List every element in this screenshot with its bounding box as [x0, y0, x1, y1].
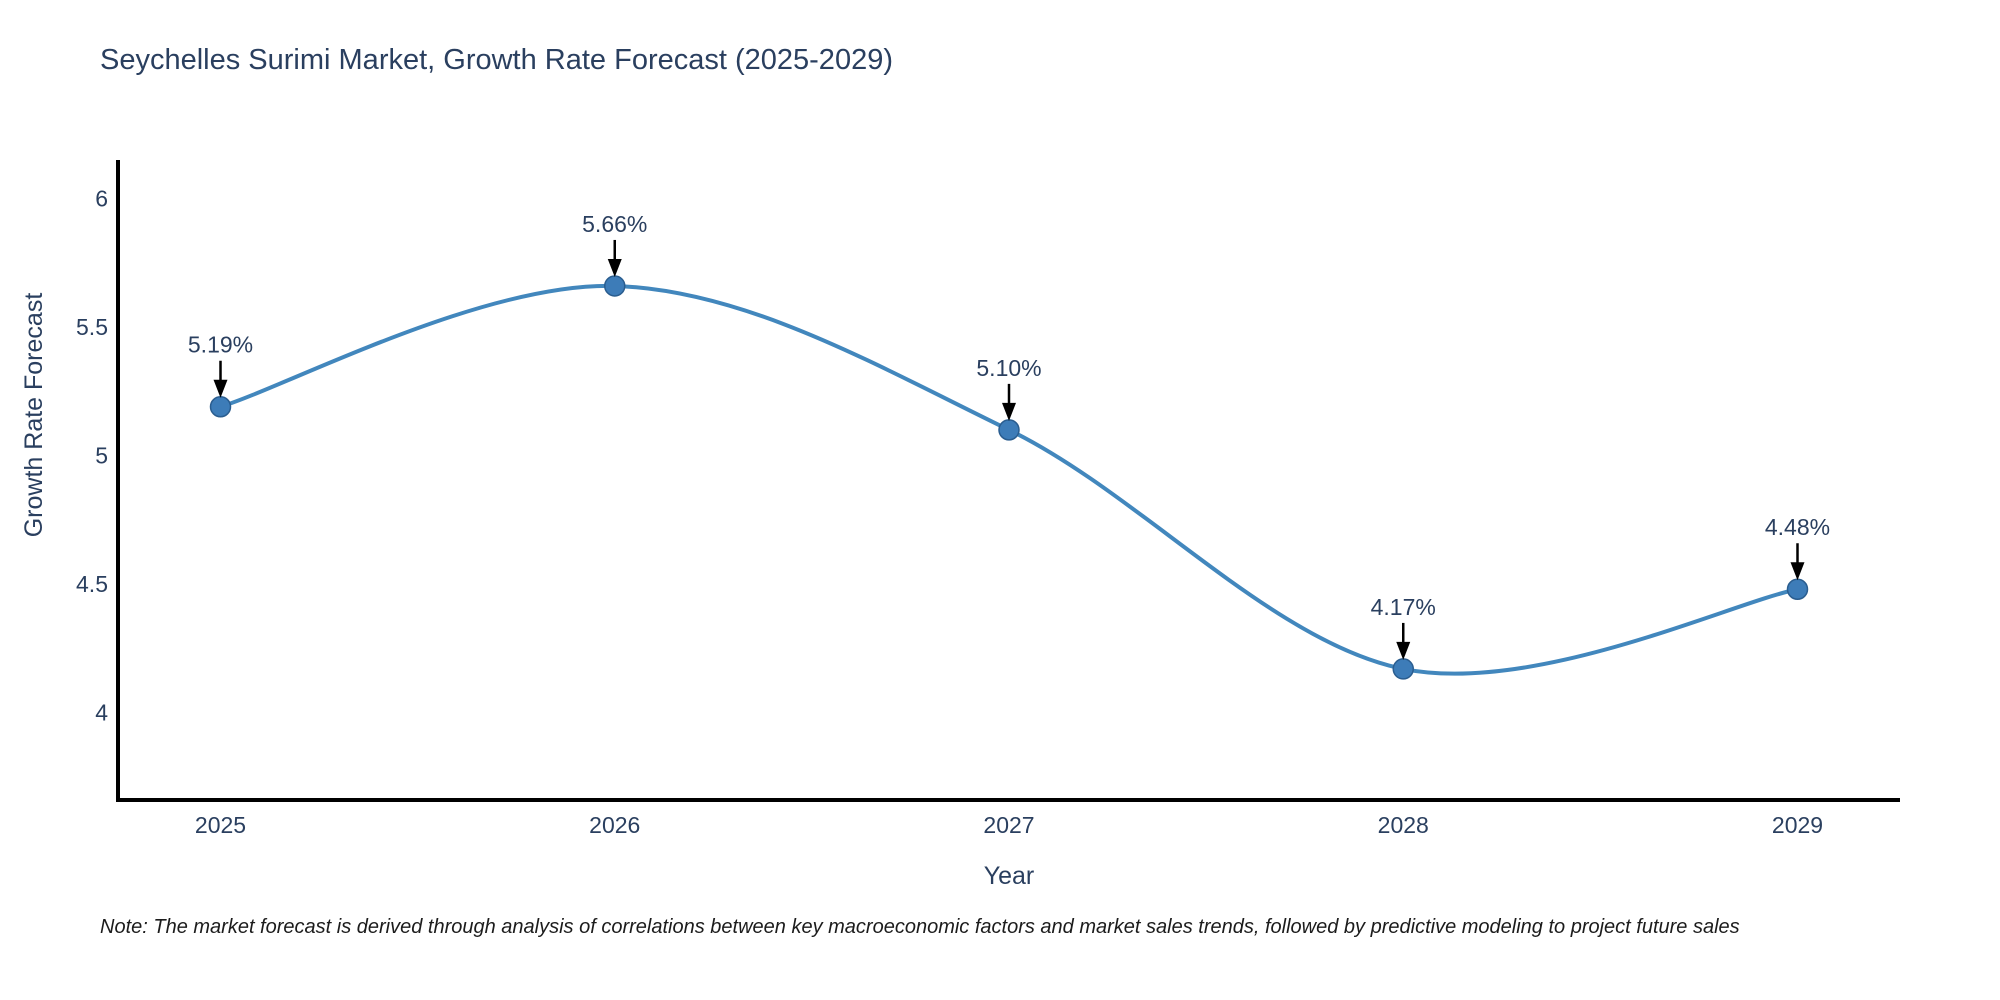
annotation-arrowhead-icon — [607, 258, 622, 277]
data-point-marker — [998, 419, 1020, 441]
point-value-label: 5.10% — [976, 355, 1041, 381]
forecast-line — [218, 283, 1800, 676]
data-point-marker — [209, 395, 232, 418]
annotation-arrowhead-icon — [1790, 562, 1805, 581]
y-axis-tick-labels: 6 5.5 5 4.5 4 — [76, 186, 108, 726]
x-tick-label: 2029 — [1772, 812, 1823, 838]
x-tick-label: 2025 — [195, 812, 246, 838]
annotation-arrowhead-icon — [213, 379, 228, 398]
x-axis-tick-labels: 2025 2026 2027 2028 2029 — [195, 812, 1823, 838]
point-value-label: 4.17% — [1371, 594, 1436, 620]
y-axis-title: Growth Rate Forecast — [20, 293, 48, 538]
y-tick-label: 4.5 — [76, 571, 108, 597]
x-axis-title: Year — [984, 862, 1035, 890]
point-annotations: 5.19% 5.66% 5.10% 4.17% 4.48% — [188, 211, 1830, 660]
annotation-arrowhead-icon — [1396, 641, 1411, 660]
annotation-arrowhead-icon — [1002, 402, 1016, 421]
y-tick-label: 6 — [95, 186, 108, 212]
data-point-marker — [1786, 578, 1809, 600]
point-value-label: 5.19% — [188, 332, 253, 358]
x-tick-label: 2028 — [1378, 812, 1429, 838]
point-value-label: 5.66% — [582, 211, 647, 237]
data-point-marker — [1392, 658, 1414, 680]
y-tick-label: 5.5 — [76, 314, 108, 340]
data-point-marker — [604, 275, 626, 297]
point-value-label: 4.48% — [1765, 514, 1830, 540]
x-tick-label: 2027 — [983, 812, 1034, 838]
data-series — [209, 275, 1809, 680]
footnote: Note: The market forecast is derived thr… — [100, 916, 1740, 938]
chart-title: Seychelles Surimi Market, Growth Rate Fo… — [100, 44, 893, 76]
axis-lines — [116, 160, 1900, 802]
y-tick-label: 5 — [95, 443, 108, 469]
x-tick-label: 2026 — [589, 812, 640, 838]
y-tick-label: 4 — [95, 700, 108, 726]
